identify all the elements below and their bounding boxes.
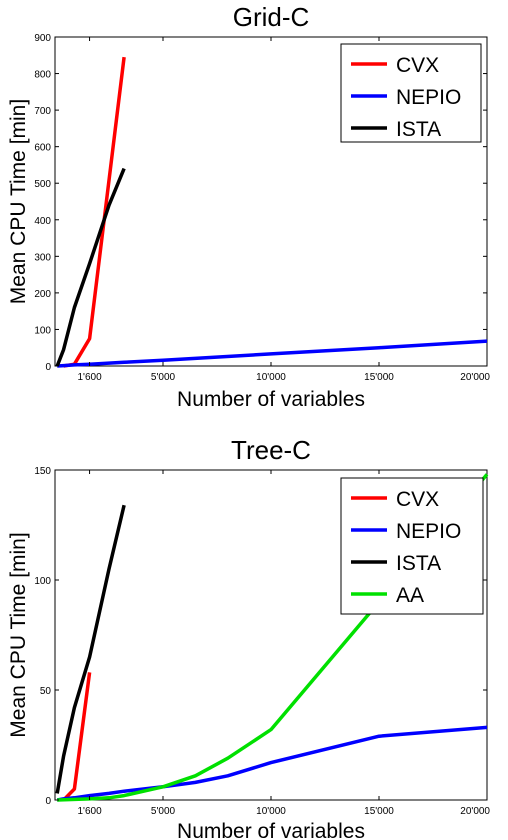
x-axis-label: Number of variables [177,820,365,840]
y-axis-label: Mean CPU Time [min] [7,532,30,737]
x-tick-label: 5'000 [151,806,176,817]
y-tick-label: 200 [34,289,51,300]
x-tick-label: 5'000 [151,372,176,383]
x-tick-label: 20'000 [460,806,490,817]
x-tick-label: 15'000 [364,806,394,817]
x-tick-label: 15'000 [364,372,394,383]
legend-box [340,43,482,143]
y-tick-label: 0 [45,362,51,373]
grid-c-chart: 1'600 5'000 10'000 15'000 20'000 0 100 200 300 40… [7,2,490,411]
legend-label-ista: ISTA [396,118,441,141]
x-tick-label: 20'000 [460,372,490,383]
x-axis-label: Number of variables [177,388,365,411]
chart-title: Grid-C [233,2,310,32]
y-tick-label: 500 [34,179,51,190]
y-tick-label: 400 [34,216,51,227]
series-line-aa [57,473,489,802]
legend: CVX NEPIO ISTA [340,43,482,143]
legend-label-nepio: NEPIO [396,86,461,109]
series-line-ista [55,167,126,367]
legend-label-cvx: CVX [396,54,439,77]
y-tick-label: 100 [34,325,51,336]
legend-label-aa: AA [396,584,424,607]
y-tick-label: 300 [34,252,51,263]
legend-box [340,477,484,615]
x-tick-label: 10'000 [256,806,286,817]
y-axis-label: Mean CPU Time [min] [7,99,30,304]
y-tick-label: 700 [34,106,51,117]
series-group [55,56,488,368]
y-tick-label: 100 [34,576,51,587]
legend-label-nepio: NEPIO [396,520,461,543]
y-tick-label: 150 [34,466,51,477]
y-tick-label: 0 [45,796,51,807]
x-tick-label: 1'600 [77,806,102,817]
y-tick-label: 50 [40,686,52,697]
chart-title: Tree-C [231,435,311,465]
y-tick-label: 800 [34,70,51,81]
tree-c-chart: 1'600 5'000 10'000 15'000 20'000 0 50 100 150 Tre… [7,435,490,840]
series-line-cvx [62,672,92,802]
y-tick-label: 600 [34,143,51,154]
legend-label-cvx: CVX [396,488,439,511]
legend-label-ista: ISTA [396,552,441,575]
series-line-nepio [57,339,488,368]
series-group [55,473,489,802]
x-tick-label: 10'000 [256,372,286,383]
x-tick-label: 1'600 [77,372,102,383]
y-tick-label: 900 [34,33,51,44]
series-line-ista [55,504,126,794]
legend: CVX NEPIO ISTA AA [340,477,484,615]
